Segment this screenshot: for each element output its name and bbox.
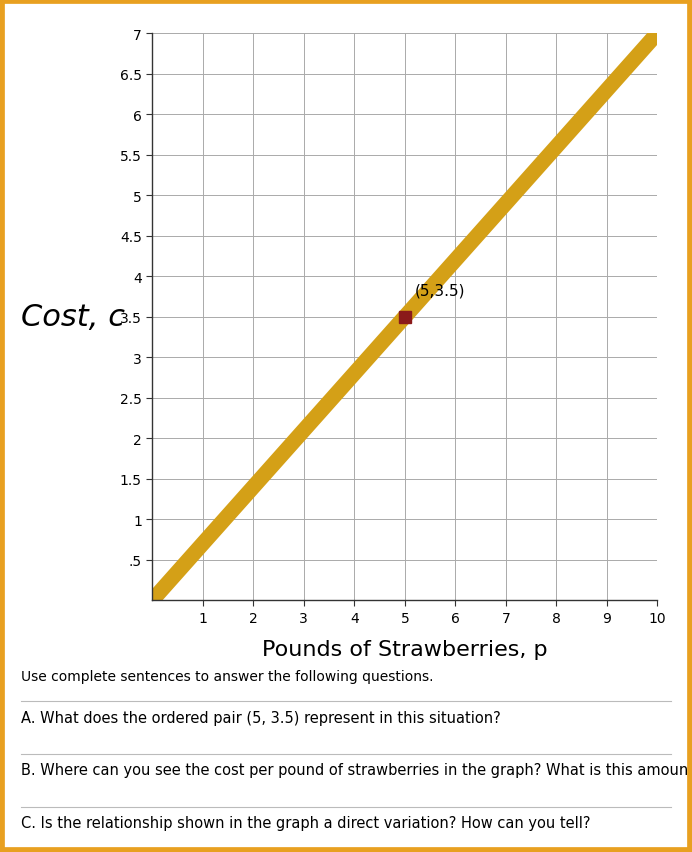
Text: Cost, c: Cost, c xyxy=(21,303,125,331)
Text: B. Where can you see the cost per pound of strawberries in the graph? What is th: B. Where can you see the cost per pound … xyxy=(21,763,692,778)
Text: (5,3.5): (5,3.5) xyxy=(415,283,466,297)
Text: C. Is the relationship shown in the graph a direct variation? How can you tell?: C. Is the relationship shown in the grap… xyxy=(21,815,590,831)
Text: Pounds of Strawberries, p: Pounds of Strawberries, p xyxy=(262,639,547,659)
Text: Use complete sentences to answer the following questions.: Use complete sentences to answer the fol… xyxy=(21,669,433,682)
Text: A. What does the ordered pair (5, 3.5) represent in this situation?: A. What does the ordered pair (5, 3.5) r… xyxy=(21,710,500,725)
